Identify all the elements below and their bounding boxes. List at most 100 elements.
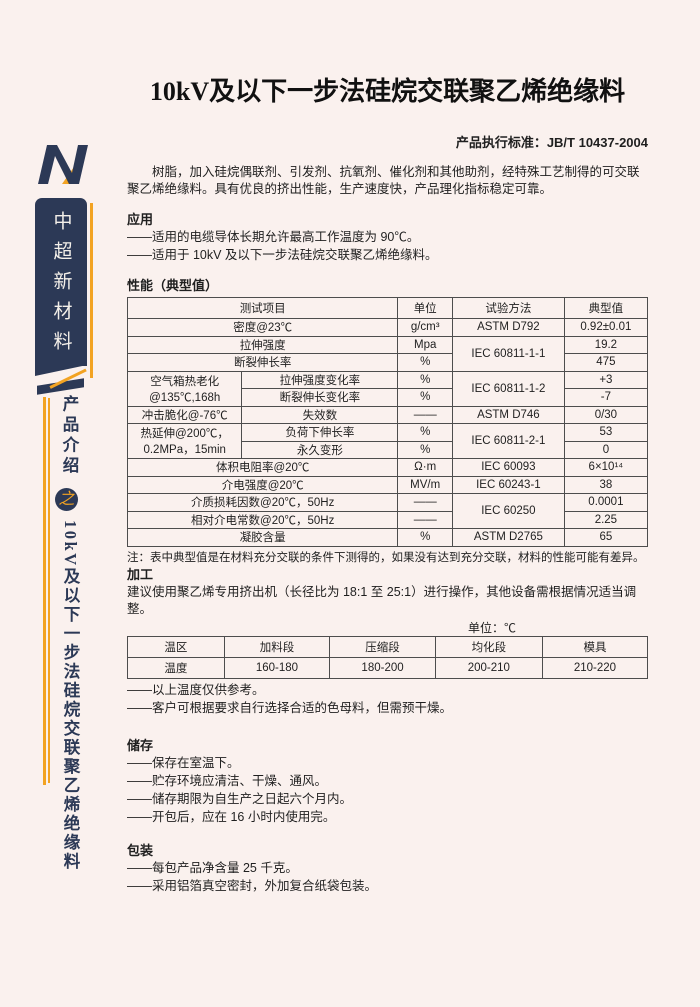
temp-col-header: 压缩段: [329, 635, 436, 658]
temp-cell: 200-210: [434, 656, 543, 679]
cell-item-sub: 负荷下伸长率: [241, 423, 399, 442]
table-row: 温度 160-180 180-200 200-210 210-220: [127, 656, 649, 679]
ribbon-accent-line: [90, 203, 93, 378]
table-header-row: 测试项目 单位 试验方法 典型值: [126, 297, 649, 319]
cell-unit: %: [397, 370, 453, 389]
packaging-line: ——每包产品净含量 25 千克。: [127, 860, 298, 875]
series-label: 产品介绍: [60, 395, 79, 477]
section-heading-packaging: 包装: [127, 842, 154, 858]
cell-item-sub: 拉伸强度变化率: [241, 370, 399, 389]
cell-method: ASTM D2765: [451, 528, 565, 547]
cell-item-sub: 永久变形: [241, 440, 399, 459]
brand-name: 中超新材料: [50, 211, 72, 361]
cell-unit: Ω·m: [397, 458, 453, 477]
processing-intro: 建议使用聚乙烯专用挤出机（长径比为 18:1 至 25:1）进行操作，其他设备需…: [127, 584, 637, 616]
cell-method: IEC 60243-1: [451, 475, 565, 494]
col-header-item: 测试项目: [126, 297, 399, 319]
table-row: 介电强度@20℃ MV/m IEC 60243-1 38: [126, 475, 649, 494]
processing-note: ——客户可根据要求自行选择合适的色母料，但需预干燥。: [127, 700, 453, 715]
cell-method: ASTM D792: [451, 318, 565, 337]
table-row: 空气箱热老化@135℃,168h 拉伸强度变化率 % IEC 60811-1-2…: [126, 370, 649, 407]
temp-cell: 温度: [127, 656, 225, 679]
cell-item: 介电强度@20℃: [126, 475, 399, 494]
table-row: 冲击脆化@-76℃ 失效数 —— ASTM D746 0/30: [126, 405, 649, 424]
cell-method: ASTM D746: [451, 405, 565, 424]
cell-value: 6×10¹⁴: [563, 458, 649, 477]
temp-table-unit-label: 单位：℃: [468, 620, 517, 635]
table-row: 相对介电常数@20℃，50Hz —— 2.25: [126, 510, 649, 529]
cell-method: IEC 60811-2-1: [451, 423, 565, 459]
table-row: 体积电阻率@20℃ Ω·m IEC 60093 6×10¹⁴: [126, 458, 649, 477]
ribbon-slant: [35, 365, 87, 376]
cell-method: IEC 60093: [451, 458, 565, 477]
cell-unit: ——: [397, 510, 453, 529]
cell-unit: %: [397, 440, 453, 459]
content-column: 10kV及以下一步法硅烷交联聚乙烯绝缘料 产品执行标准：JB/T 10437-2…: [126, 0, 649, 895]
section-heading-application: 应用: [127, 212, 154, 227]
col-header-method: 试验方法: [451, 297, 565, 319]
processing-note: ——以上温度仅供参考。: [127, 682, 265, 697]
cell-item-sub: 断裂伸长变化率: [241, 388, 399, 407]
application-line: ——适用于 10kV 及以下一步法硅烷交联聚乙烯绝缘料。: [127, 248, 438, 262]
cell-value: 0.92±0.01: [563, 318, 649, 337]
table-row: 拉伸强度 Mpa IEC 60811-1-1 19.2: [126, 335, 649, 372]
cell-item: 拉伸强度: [126, 335, 399, 354]
table-row: 热延伸@200℃，0.2MPa，15min 负荷下伸长率 % IEC 60811…: [126, 423, 649, 459]
standard-label: 产品执行标准：JB/T 10437-2004: [455, 135, 648, 150]
cell-item: 体积电阻率@20℃: [126, 458, 399, 477]
cell-unit: %: [397, 528, 453, 547]
cell-item: 介质损耗因数@20℃，50Hz: [126, 493, 399, 512]
cell-unit: %: [397, 388, 453, 407]
table-row: 断裂伸长率 % 475: [126, 353, 649, 372]
cell-unit: g/cm³: [397, 318, 453, 337]
cell-item-group: 冲击脆化@-76℃: [126, 405, 243, 424]
cell-item-group: 热延伸@200℃，0.2MPa，15min: [126, 423, 243, 459]
storage-line: ——储存期限为自生产之日起六个月内。: [127, 791, 353, 806]
cell-unit: ——: [397, 405, 453, 424]
table-row: 密度@23℃ g/cm³ ASTM D792 0.92±0.01: [126, 318, 649, 337]
cell-item: 断裂伸长率: [126, 353, 399, 372]
zhi-badge-char: 之: [58, 491, 75, 508]
cell-item: 相对介电常数@20℃，50Hz: [126, 510, 399, 529]
cell-value: 0/30: [563, 405, 649, 424]
table-row: 断裂伸长变化率 % -7: [128, 388, 649, 407]
cell-value: 38: [563, 475, 649, 494]
cell-value: 0: [563, 440, 649, 459]
cell-value: -7: [563, 388, 649, 407]
cell-item: 密度@23℃: [126, 318, 399, 337]
cell-method: IEC 60250: [451, 493, 565, 529]
cell-method: IEC 60811-1-2: [451, 370, 565, 407]
temperature-table: 温区 加料段 压缩段 均化段 模具 温度 160-180 180-200 200…: [127, 635, 649, 679]
company-logo-icon: [36, 142, 90, 188]
zhi-badge: 之: [55, 488, 78, 511]
col-header-unit: 单位: [397, 297, 453, 319]
application-line: ——适用的电缆导体长期允许最高工作温度为 90℃。: [127, 230, 420, 244]
col-header-value: 典型值: [563, 297, 649, 319]
temp-col-header: 均化段: [434, 635, 543, 658]
table-row: 凝胶含量 % ASTM D2765 65: [126, 528, 649, 547]
cell-method: IEC 60811-1-1: [451, 335, 565, 372]
cell-unit: %: [397, 353, 453, 372]
sidebar-accent-line-thick: [43, 397, 46, 785]
sidebar-accent-line-thin: [48, 398, 50, 783]
performance-note: 注：表中典型值是在材料充分交联的条件下测得的，如果没有达到充分交联，材料的性能可…: [127, 551, 645, 564]
table-header-row: 温区 加料段 压缩段 均化段 模具: [127, 635, 649, 658]
temp-cell: 180-200: [329, 656, 436, 679]
packaging-line: ——采用铝箔真空密封，外加复合纸袋包装。: [127, 878, 378, 893]
section-heading-processing: 加工: [127, 566, 154, 582]
cell-value: 53: [563, 423, 649, 442]
intro-paragraph: 树脂，加入硅烷偶联剂、引发剂、抗氧剂、催化剂和其他助剂，经特殊工艺制得的可交联聚…: [127, 165, 640, 196]
cell-unit: Mpa: [397, 335, 453, 354]
cell-value: 0.0001: [563, 493, 649, 512]
cell-unit: ——: [397, 493, 453, 512]
section-heading-storage: 储存: [127, 737, 154, 753]
cell-value: +3: [563, 370, 649, 389]
performance-table: 测试项目 单位 试验方法 典型值 密度@23℃ g/cm³ ASTM D792 …: [126, 297, 649, 547]
cell-value: 19.2: [563, 335, 649, 354]
storage-line: ——贮存环境应清洁、干燥、通风。: [127, 773, 328, 788]
table-row: 介质损耗因数@20℃，50Hz —— IEC 60250 0.0001: [126, 493, 649, 529]
cell-value: 65: [563, 528, 649, 547]
temp-col-header: 模具: [541, 635, 649, 658]
page-title: 10kV及以下一步法硅烷交联聚乙烯绝缘料: [149, 77, 626, 106]
